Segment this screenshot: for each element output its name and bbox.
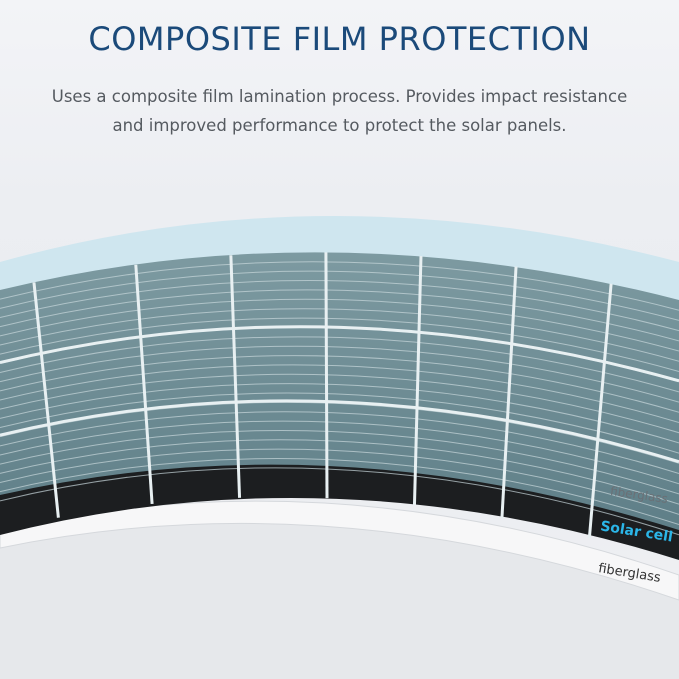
cell-stripe	[0, 364, 679, 423]
cell-stripe	[0, 467, 679, 536]
page-title: COMPOSITE FILM PROTECTION	[88, 20, 591, 58]
cell-stripe	[0, 373, 679, 434]
cell-stripe	[0, 458, 679, 526]
cell-divider	[500, 266, 518, 519]
cell-stripe	[0, 392, 679, 454]
cell-stripe	[0, 336, 679, 393]
cell-stripe	[0, 261, 679, 311]
cell-stripe	[0, 429, 679, 495]
cell-divider	[134, 264, 154, 505]
backsheet-band	[0, 464, 679, 560]
cell-stripe	[0, 383, 679, 444]
cell-stripe	[0, 345, 679, 403]
cell-stripe	[0, 420, 679, 485]
cell-stripe	[0, 317, 679, 372]
cell-stripe	[0, 308, 679, 362]
cell-divider	[0, 325, 679, 383]
cell-stripe	[0, 355, 679, 413]
edge-band	[0, 500, 679, 601]
cell-divider	[324, 252, 329, 499]
cell-stripe	[0, 270, 679, 321]
cell-divider	[412, 256, 423, 506]
cell-stripe	[0, 448, 679, 515]
description-line: Uses a composite film lamination process…	[51, 87, 628, 106]
cell-divider	[229, 255, 242, 498]
cell-stripe	[0, 280, 679, 332]
bottom-fiberglass-layer	[0, 514, 679, 679]
cell-stripe	[0, 289, 679, 342]
cell-divider	[32, 282, 60, 518]
description: Uses a composite film lamination process…	[0, 82, 679, 140]
cell-stripe	[0, 411, 679, 475]
description-line: and improved performance to protect the …	[112, 116, 567, 135]
cell-divider	[587, 283, 613, 539]
cell-divider	[0, 399, 679, 464]
cell-stripe	[0, 439, 679, 505]
cell-stripe	[0, 298, 679, 352]
